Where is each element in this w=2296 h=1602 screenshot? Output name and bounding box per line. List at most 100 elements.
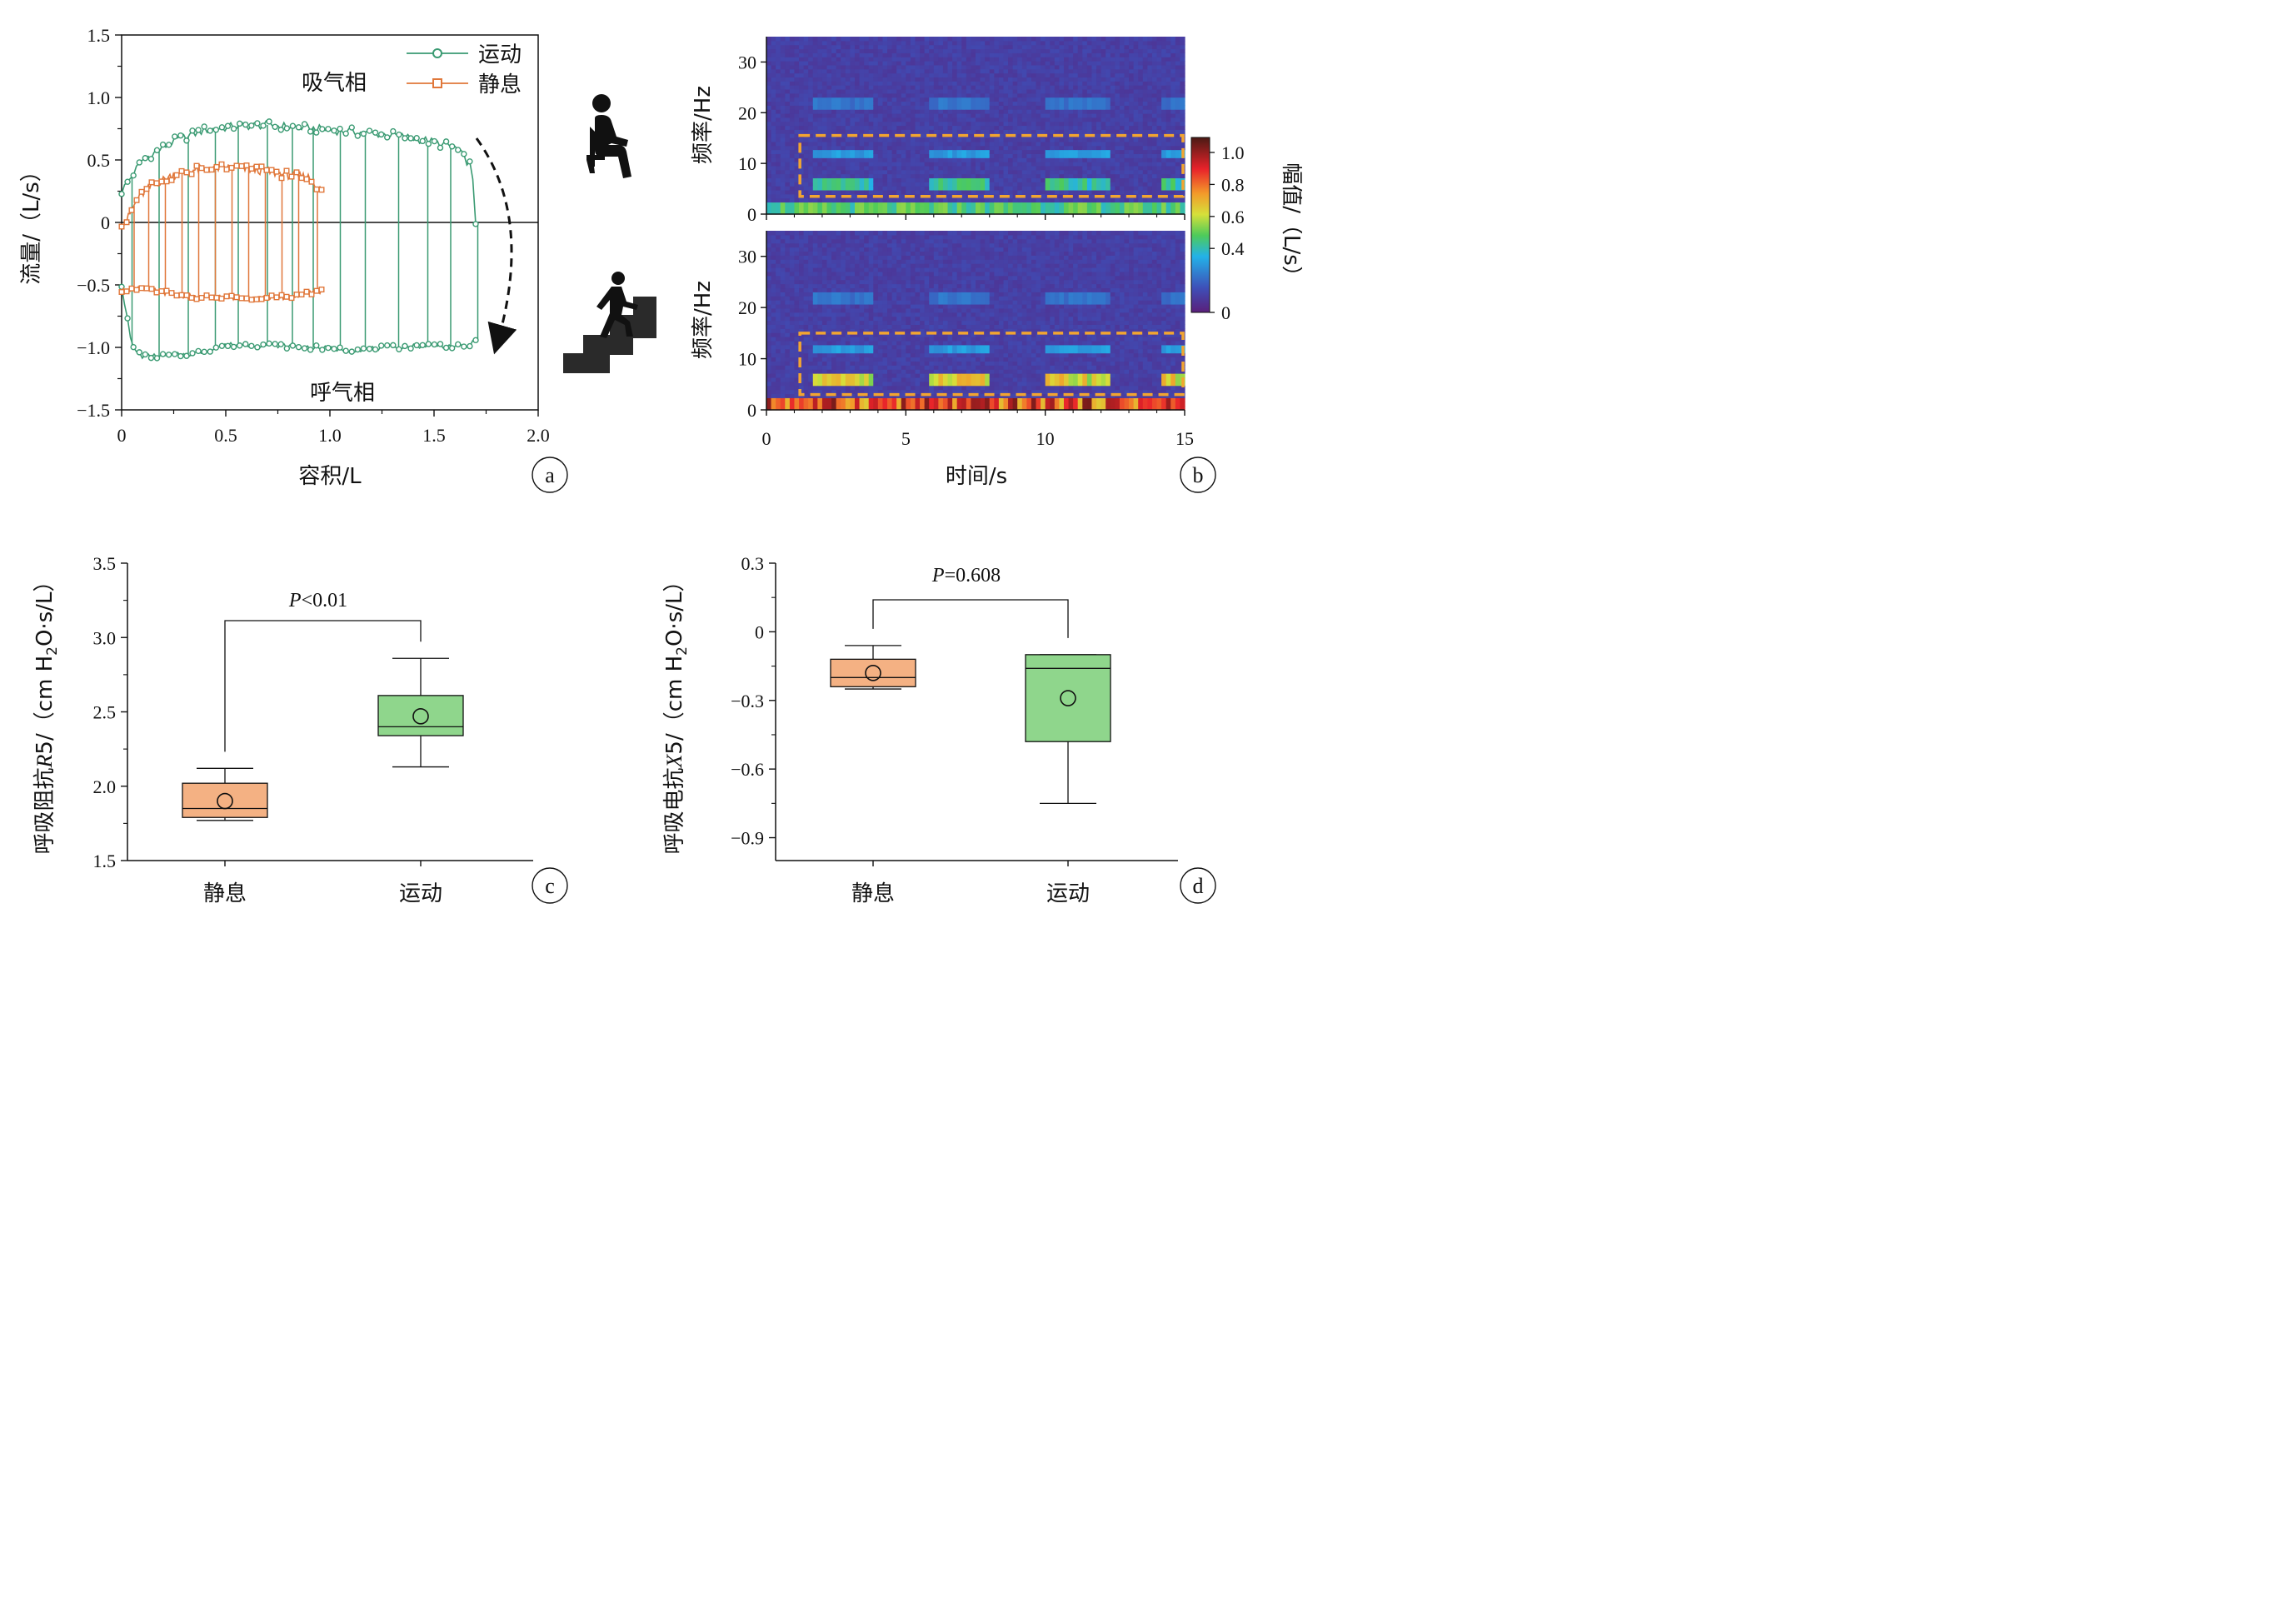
spectrogram-cell	[808, 37, 814, 42]
spectrogram-cell	[854, 97, 861, 102]
spectrogram-cell	[794, 52, 800, 57]
spectrogram-cell	[1082, 137, 1088, 142]
spectrogram-cell	[868, 81, 874, 86]
spectrogram-cell	[1138, 77, 1144, 82]
spectrogram-cell	[933, 77, 939, 82]
spectrogram-cell	[1026, 125, 1032, 130]
spectrogram-cell	[1073, 121, 1079, 127]
spectrogram-cell	[1021, 153, 1027, 158]
flow-volume-point-exercise	[348, 124, 355, 131]
spectrogram-cell	[1077, 173, 1083, 179]
spectrogram-cell	[776, 182, 781, 187]
spectrogram-cell	[789, 365, 796, 370]
spectrogram-cell	[1106, 101, 1111, 106]
spectrogram-cell	[789, 112, 796, 118]
spectrogram-cell	[896, 40, 902, 46]
spectrogram-cell	[1156, 186, 1162, 191]
flow-volume-point-exercise	[419, 342, 426, 348]
spectrogram-cell	[845, 177, 851, 182]
spectrogram-cell	[776, 337, 781, 342]
spectrogram-cell	[966, 105, 972, 110]
spectrogram-cell	[920, 37, 926, 42]
spectrogram-cell	[850, 153, 856, 158]
spectrogram-cell	[785, 365, 791, 370]
spectrogram-cell	[850, 177, 856, 182]
spectrogram-cell	[1151, 162, 1158, 167]
spectrogram-cell	[776, 373, 781, 378]
spectrogram-cell	[1068, 173, 1074, 179]
spectrogram-cell	[799, 157, 805, 162]
spectrogram-cell	[1119, 153, 1126, 158]
spectrogram-cell	[1138, 193, 1144, 199]
spectrogram-cell	[803, 57, 809, 62]
spectrogram-cell	[1036, 64, 1041, 70]
spectrogram-cell	[906, 177, 911, 182]
spectrogram-cell	[826, 52, 832, 57]
spectrogram-cell	[1096, 125, 1102, 130]
spectrogram-cell	[780, 48, 786, 53]
spectrogram-cell	[799, 328, 805, 333]
spectrogram-cell	[780, 157, 786, 162]
spectrogram-cell	[1059, 101, 1065, 106]
spectrogram-cell	[785, 279, 791, 285]
spectrogram-cell	[1073, 162, 1079, 167]
spectrogram-cell	[1115, 153, 1121, 158]
spectrogram-cell	[1138, 88, 1144, 94]
spectrogram-cell	[803, 389, 809, 395]
spectrogram-cell	[826, 247, 832, 252]
spectrogram-cell	[789, 348, 796, 354]
spectrogram-cell	[799, 37, 805, 42]
flow-volume-point-exercise	[431, 137, 438, 145]
spectrogram-cell	[789, 357, 796, 362]
spectrogram-cell	[1077, 141, 1083, 147]
spectrogram-cell	[1170, 52, 1176, 57]
spectrogram-cell	[812, 348, 818, 354]
spectrogram-cell	[933, 173, 939, 179]
spectrogram-cell	[808, 133, 814, 138]
spectrogram-cell	[1142, 169, 1148, 175]
spectrogram-cell	[961, 202, 967, 207]
spectrogram-cell	[985, 125, 991, 130]
spectrogram-cell	[803, 365, 809, 370]
spectrogram-cell	[1138, 186, 1144, 191]
spectrogram-cell	[1054, 129, 1060, 134]
spectrogram-cell	[1045, 117, 1051, 122]
spectrogram-cell	[785, 109, 791, 114]
spectrogram-cell	[985, 44, 991, 50]
spectrogram-cell	[1059, 157, 1065, 162]
spectrogram-cell	[785, 328, 791, 333]
spectrogram-cell	[1175, 81, 1181, 86]
spectrogram-cell	[1101, 112, 1106, 118]
spectrogram-cell	[929, 85, 935, 90]
spectrogram-cell	[1045, 182, 1051, 187]
spectrogram-cell	[1031, 210, 1037, 215]
flow-volume-point-exercise	[425, 341, 432, 347]
spectrogram-cell	[906, 101, 911, 106]
panel-a-ticks: 0 0.5 1.0 1.5 2.01.51.00.50−0.5−1.0−1.5	[77, 25, 550, 446]
spectrogram-cell	[998, 52, 1005, 57]
spectrogram-cell	[1054, 141, 1060, 147]
spectrogram-cell	[789, 307, 796, 313]
spectrogram-cell	[812, 328, 818, 333]
spectrogram-cell	[989, 85, 995, 90]
spectrogram-cell	[808, 348, 814, 354]
spectrogram-cell	[1165, 48, 1171, 53]
spectrogram-cell	[1106, 162, 1111, 167]
spectrogram-cell	[1180, 85, 1185, 90]
spectrogram-cell	[1021, 92, 1027, 98]
spectrogram-cell	[854, 40, 861, 46]
spectrogram-cell	[864, 85, 870, 90]
spectrogram-cell	[817, 234, 823, 240]
spectrogram-cell	[808, 344, 814, 350]
spectrogram-cell	[1012, 162, 1018, 167]
spectrogram-cell	[785, 48, 791, 53]
spectrogram-cell	[1026, 137, 1032, 142]
spectrogram-cell	[1142, 109, 1148, 114]
spectrogram-cell	[1054, 182, 1060, 187]
spectrogram-cell	[868, 85, 874, 90]
spectrogram-cell	[976, 85, 981, 90]
spectrogram-cell	[1138, 182, 1144, 187]
spectrogram-cell	[1077, 189, 1083, 195]
spectrogram-cell	[1151, 109, 1158, 114]
spectrogram-cell	[1031, 64, 1037, 70]
